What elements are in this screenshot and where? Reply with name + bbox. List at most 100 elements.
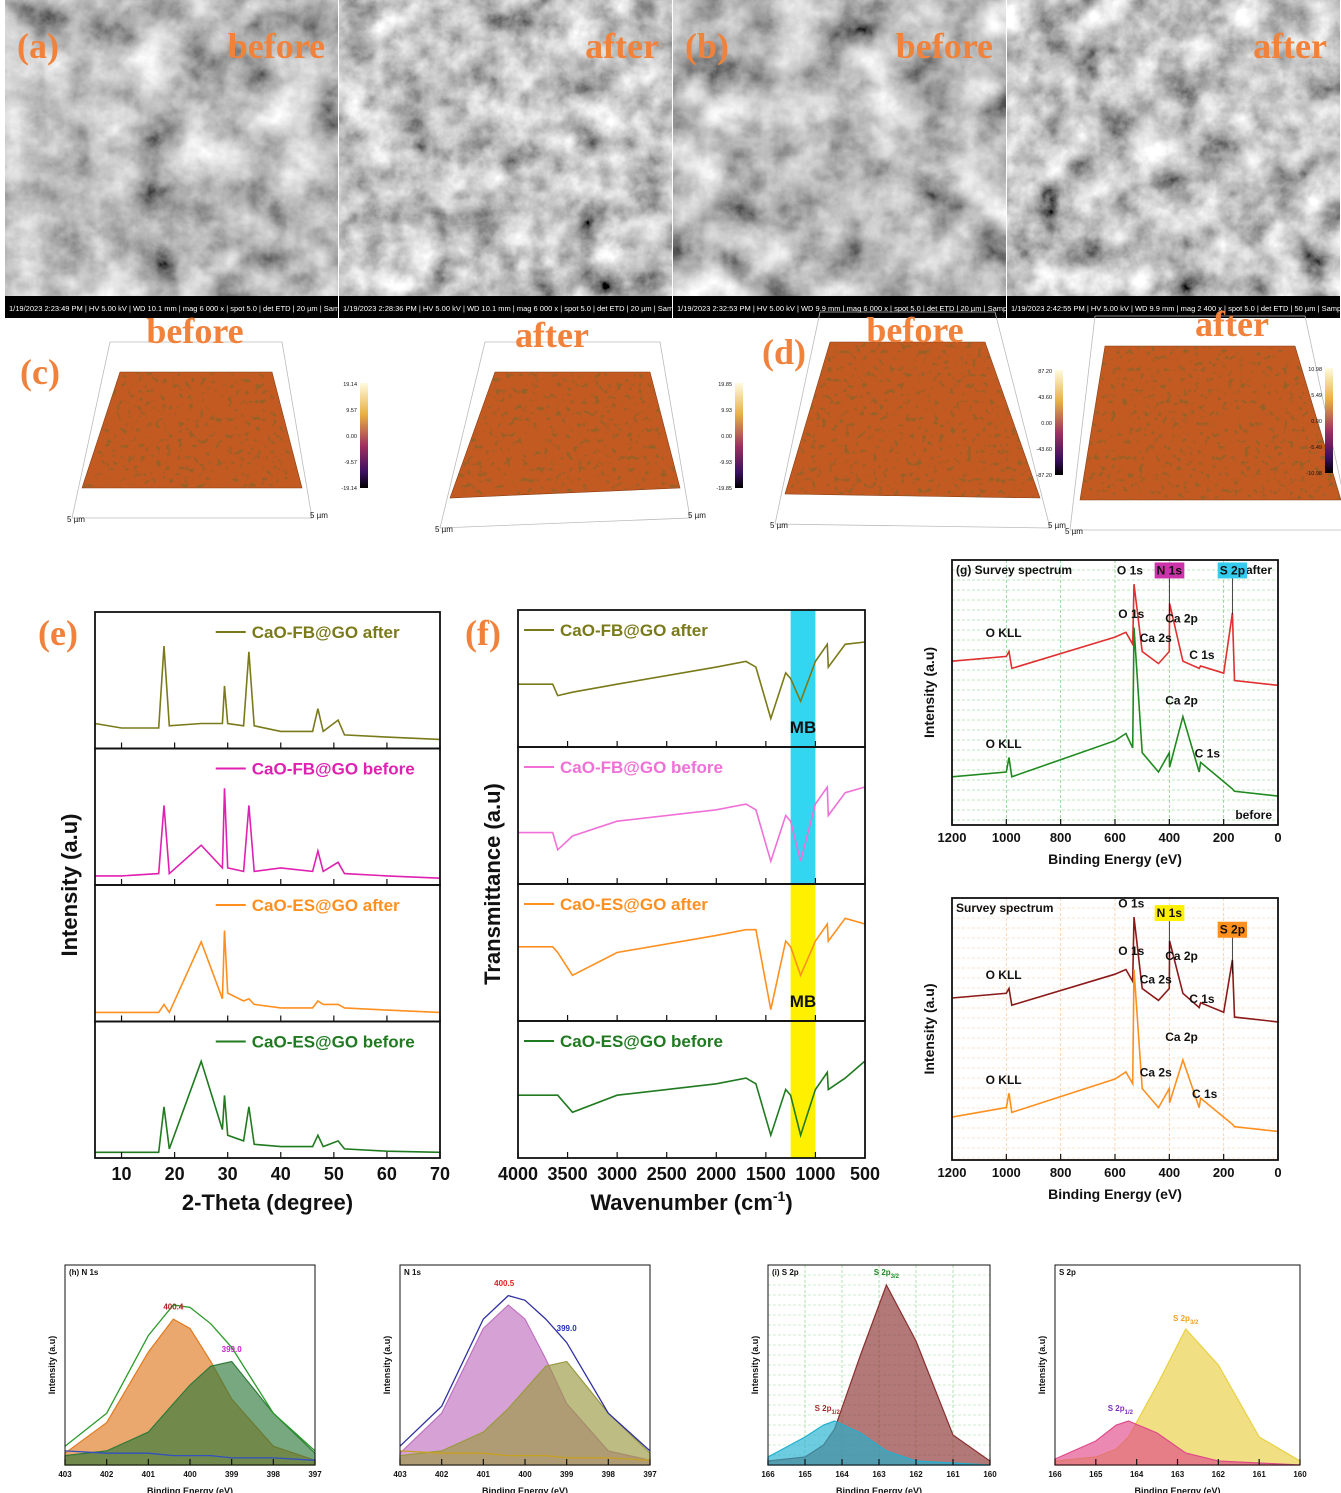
x-tick-label: 164 — [835, 1470, 849, 1479]
x-tick-label: 60 — [377, 1164, 397, 1184]
legend-label: CaO-FB@GO after — [252, 623, 400, 642]
x-axis-label-sup: -1 — [773, 1188, 786, 1204]
annotation: S 2p1/2 — [815, 1404, 841, 1416]
colorbar-label: 43.60 — [1038, 395, 1052, 401]
x-axis-label: Binding Energy (eV) — [1048, 1186, 1182, 1202]
annotation: 400.4 — [163, 1303, 184, 1312]
afm-axis: 5 µm — [1048, 521, 1066, 530]
colorbar-label: -9.57 — [344, 460, 357, 466]
legend-label: CaO-ES@GO after — [560, 895, 708, 914]
annotation: C 1s — [1195, 747, 1221, 761]
x-tick-label: 1000 — [992, 1165, 1021, 1180]
annotation: O KLL — [986, 968, 1022, 982]
colorbar-label: 0.00 — [346, 434, 357, 440]
annotation: O 1s — [1117, 563, 1143, 577]
x-tick-label: 30 — [218, 1164, 238, 1184]
annotation: Ca 2s — [1140, 1066, 1172, 1080]
colorbar — [1325, 368, 1333, 473]
annotation-text: O 1s — [1118, 897, 1144, 911]
chart-title: (i) S 2p — [772, 1268, 799, 1277]
chart-title: (g) Survey spectrum — [956, 563, 1072, 577]
series-line — [95, 1061, 440, 1152]
chart-title: Survey spectrum — [956, 901, 1053, 915]
annotation-text: S 2p — [1108, 1404, 1125, 1413]
colorbar-label: -19.14 — [341, 486, 357, 492]
highlight-label: MB — [790, 718, 816, 737]
x-tick-label: 400 — [518, 1470, 532, 1479]
colorbar-label: 5.49 — [1311, 393, 1322, 399]
x-tick-label: 2000 — [696, 1164, 736, 1184]
x-axis-label-text: Binding Energy (eV) — [836, 1486, 922, 1493]
annotation-text: 399.0 — [557, 1324, 578, 1333]
x-tick-label: 397 — [308, 1470, 322, 1479]
legend-label: CaO-ES@GO before — [252, 1033, 415, 1052]
x-tick-label: 0 — [1274, 1165, 1281, 1180]
annotation: Ca 2s — [1140, 631, 1172, 645]
x-tick-label: 401 — [142, 1470, 156, 1479]
annotation-text: S 2p — [1173, 1314, 1190, 1323]
x-axis-label-text: Binding Energy (eV) — [1134, 1486, 1220, 1493]
afm-tag: before — [866, 310, 963, 350]
annotation-text: Ca 2p — [1165, 694, 1198, 708]
panel-label: (e) — [38, 613, 78, 653]
legend-label: before — [1235, 808, 1272, 822]
sem-tag: before — [228, 26, 325, 66]
annotation: N 1s — [1157, 906, 1183, 920]
afm-axis: 5 µm — [688, 511, 706, 520]
x-tick-label: 70 — [430, 1164, 450, 1184]
afm-tag: before — [146, 311, 243, 351]
x-tick-label: 166 — [761, 1470, 775, 1479]
afm-axis: 5 µm — [1065, 527, 1083, 536]
x-tick-label: 50 — [324, 1164, 344, 1184]
y-axis-label: Intensity (a.u) — [921, 647, 937, 738]
x-tick-label: 400 — [1158, 1165, 1180, 1180]
colorbar-label: 9.93 — [721, 408, 732, 414]
annotation: 399.0 — [557, 1324, 578, 1333]
series-line — [95, 646, 440, 739]
colorbar-label: 19.85 — [718, 382, 732, 388]
y-axis-label: Intensity (a.u) — [382, 1336, 392, 1395]
annotation: S 2p1/2 — [1108, 1404, 1134, 1416]
annotation-sub: 1/2 — [831, 1410, 840, 1416]
x-tick-label: 40 — [271, 1164, 291, 1184]
x-tick-label: 500 — [850, 1164, 880, 1184]
panel-label: (f) — [465, 613, 501, 653]
x-tick-label: 400 — [183, 1470, 197, 1479]
x-tick-label: 402 — [435, 1470, 449, 1479]
x-tick-label: 1500 — [746, 1164, 786, 1184]
annotation-text: N 1s — [1157, 563, 1183, 577]
annotation-text: Ca 2p — [1165, 612, 1198, 626]
annotation-text: Ca 2s — [1140, 631, 1172, 645]
highlight-band — [791, 1021, 816, 1158]
annotation-text: Ca 2s — [1140, 973, 1172, 987]
chart-title: N 1s — [404, 1268, 421, 1277]
x-tick-label: 1000 — [795, 1164, 835, 1184]
annotation: O 1s — [1118, 897, 1144, 911]
x-tick-label: 403 — [393, 1470, 407, 1479]
annotation: S 2p3/2 — [874, 1268, 900, 1280]
colorbar-label: 0.00 — [1041, 421, 1052, 427]
annotation: S 2p — [1220, 563, 1245, 577]
x-tick-label: 163 — [1171, 1470, 1185, 1479]
annotation-text: 400.4 — [163, 1303, 184, 1312]
colorbar-label: 0.00 — [721, 434, 732, 440]
annotation-text: O KLL — [986, 1073, 1022, 1087]
afm-texture — [1080, 346, 1341, 500]
colorbar-label: 9.57 — [346, 408, 357, 414]
x-tick-label: 800 — [1050, 1165, 1072, 1180]
x-tick-label: 401 — [477, 1470, 491, 1479]
colorbar — [1055, 370, 1063, 475]
x-tick-label: 399 — [560, 1470, 574, 1479]
sem-tag: before — [896, 26, 993, 66]
annotation-text: Ca 2p — [1165, 949, 1198, 963]
y-axis-label: Intensity (a.u) — [1037, 1336, 1047, 1395]
afm-axis: 5 µm — [67, 515, 85, 524]
legend-label: CaO-FB@GO before — [252, 760, 415, 779]
annotation-text: S 2p — [1220, 923, 1245, 937]
afm-texture — [450, 372, 680, 498]
annotation: Ca 2p — [1165, 1030, 1198, 1044]
panel-label: (b) — [685, 26, 729, 66]
x-tick-label: 3000 — [597, 1164, 637, 1184]
x-tick-label: 160 — [1293, 1470, 1307, 1479]
annotation-sub: 1/2 — [1125, 1410, 1134, 1416]
